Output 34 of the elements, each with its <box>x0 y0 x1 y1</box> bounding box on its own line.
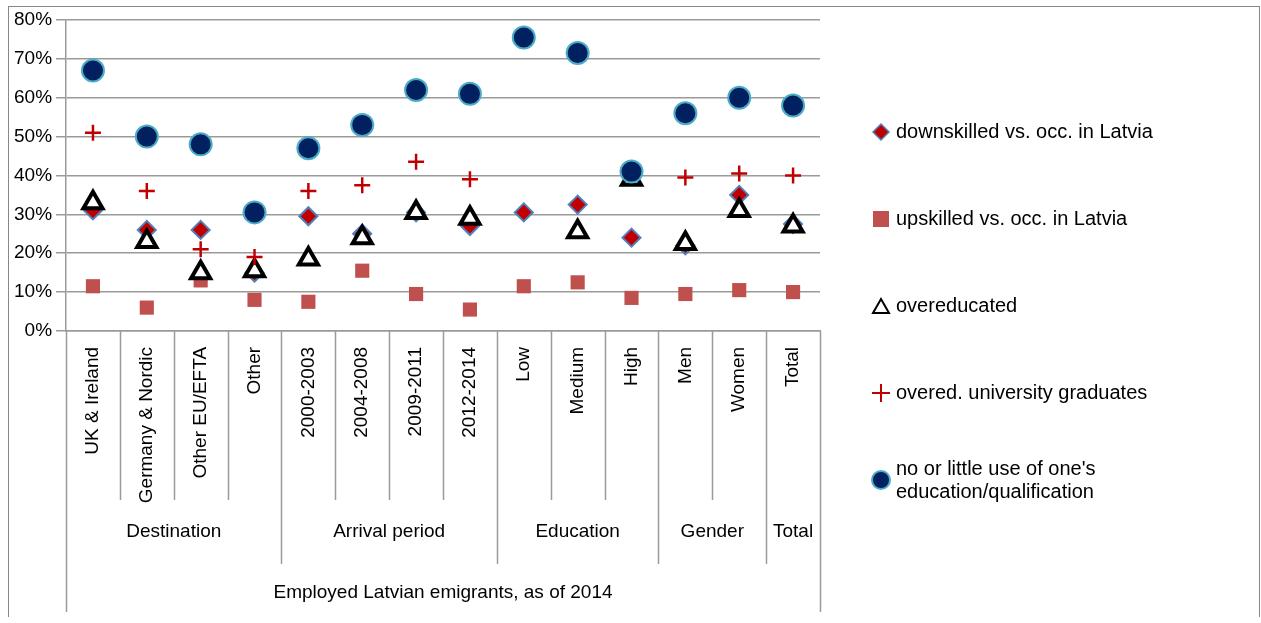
x-tick-label: Medium <box>565 346 587 415</box>
x-tick-label: Women <box>727 346 749 413</box>
x-tick-label: 2009-2011 <box>404 346 426 437</box>
x-tick-label: UK & Ireland <box>81 346 103 455</box>
legend-label: no or little use of one's education/qualification <box>896 456 1097 503</box>
y-tick-label: 80% <box>14 8 53 30</box>
legend-label: overeducated <box>896 294 1018 317</box>
legend-label: downskilled vs. occ. in Latvia <box>896 120 1153 143</box>
x-tick-label: High <box>619 346 641 387</box>
y-tick-label: 70% <box>14 47 53 69</box>
y-tick-label: 40% <box>14 163 53 185</box>
y-tick-label: 0% <box>24 319 53 341</box>
x-tick-label: 2004-2008 <box>350 346 372 438</box>
x-tick-label: Other <box>242 346 264 395</box>
x-tick-label: Men <box>673 346 695 384</box>
text: Total <box>773 520 814 542</box>
y-tick-label: 30% <box>14 202 53 224</box>
y-tick-label: 20% <box>14 241 53 263</box>
x-tick-label: Low <box>512 346 534 382</box>
text: Arrival period <box>333 520 446 542</box>
legend-label: overed. university graduates <box>896 381 1148 404</box>
y-tick-label: 60% <box>14 85 53 107</box>
x-tick-label: Total <box>781 346 803 388</box>
x-tick-label: Other EU/EFTA <box>188 346 210 479</box>
legend-label: upskilled vs. occ. in Latvia <box>896 207 1128 230</box>
x-tick-label: 2000-2003 <box>296 346 318 438</box>
text: Destination <box>126 520 222 542</box>
text: Gender <box>680 520 745 542</box>
text: Education <box>535 520 620 542</box>
x-tick-label: 2012-2014 <box>458 346 480 438</box>
x-axis-title: Employed Latvian emigrants, as of 2014 <box>273 580 613 602</box>
y-tick-label: 50% <box>14 124 53 146</box>
y-tick-label: 10% <box>14 280 53 302</box>
x-tick-label: Germany & Nordic <box>135 346 157 504</box>
